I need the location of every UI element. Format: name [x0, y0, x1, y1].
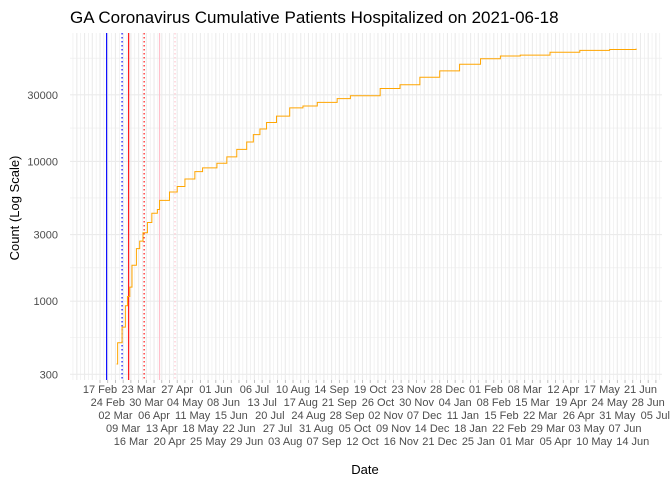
x-tick-label: 04 May	[167, 397, 204, 409]
x-tick-label: 12 Apr	[547, 384, 579, 396]
x-tick-label: 31 Aug	[299, 423, 333, 435]
x-tick-label: 01 Feb	[469, 384, 503, 396]
x-tick-label: 21 Sep	[322, 397, 357, 409]
x-tick-label: 07 Dec	[407, 410, 442, 422]
x-tick-label: 15 Mar	[515, 397, 550, 409]
x-tick-label: 15 Feb	[484, 410, 518, 422]
x-tick-label: 22 Feb	[492, 423, 526, 435]
x-tick-label: 09 Mar	[106, 423, 141, 435]
x-tick-label: 12 Oct	[346, 436, 378, 448]
x-tick-label: 05 Jul	[641, 410, 670, 422]
x-tick-label: 07 Sep	[306, 436, 341, 448]
x-tick-label: 08 Feb	[477, 397, 511, 409]
x-tick-label: 15 Jun	[215, 410, 248, 422]
y-tick-label: 10000	[27, 156, 58, 168]
x-tick-label: 08 Jun	[207, 397, 240, 409]
x-tick-label: 27 Jul	[263, 423, 292, 435]
x-tick-label: 26 Oct	[362, 397, 394, 409]
x-tick-label: 09 Nov	[376, 423, 411, 435]
y-tick-label: 300	[40, 369, 58, 381]
x-tick-label: 29 Jun	[230, 436, 263, 448]
x-tick-label: 13 Jul	[247, 397, 276, 409]
x-tick-label: 20 Jul	[255, 410, 284, 422]
x-tick-label: 08 Mar	[508, 384, 543, 396]
x-tick-label: 17 Feb	[83, 384, 117, 396]
x-tick-label: 31 May	[599, 410, 636, 422]
x-tick-label: 14 Sep	[314, 384, 349, 396]
x-tick-label: 25 May	[190, 436, 227, 448]
x-tick-label: 19 Oct	[354, 384, 386, 396]
y-tick-label: 30000	[27, 90, 58, 102]
x-tick-label: 17 Aug	[284, 397, 318, 409]
x-axis-title: Date	[351, 462, 378, 477]
x-tick-label: 21 Jun	[624, 384, 657, 396]
x-tick-label: 11 May	[175, 410, 211, 422]
x-tick-label: 28 Sep	[330, 410, 365, 422]
x-tick-label: 19 Apr	[555, 397, 587, 409]
x-tick-label: 11 Jan	[447, 410, 479, 422]
x-tick-label: 16 Mar	[114, 436, 149, 448]
x-tick-label: 18 Jan	[454, 423, 487, 435]
x-tick-label: 04 Jan	[439, 397, 472, 409]
x-tick-label: 21 Dec	[422, 436, 457, 448]
x-tick-label: 14 Jun	[616, 436, 649, 448]
x-tick-label: 20 Apr	[154, 436, 186, 448]
x-tick-label: 16 Nov	[384, 436, 419, 448]
x-tick-label: 05 Apr	[540, 436, 572, 448]
x-tick-label: 24 Feb	[91, 397, 125, 409]
x-tick-label: 28 Jun	[632, 397, 665, 409]
chart-title: GA Coronavirus Cumulative Patients Hospi…	[70, 8, 559, 27]
x-tick-label: 30 Nov	[399, 397, 434, 409]
x-tick-label: 29 Mar	[531, 423, 566, 435]
y-axis: 300 1000 3000 10000 30000	[27, 90, 58, 382]
x-tick-label: 02 Mar	[98, 410, 133, 422]
x-tick-label: 24 Aug	[291, 410, 325, 422]
x-tick-label: 22 Jun	[222, 423, 255, 435]
x-tick-label: 10 Aug	[276, 384, 310, 396]
x-tick-label: 28 Dec	[430, 384, 465, 396]
x-tick-label: 23 Nov	[391, 384, 426, 396]
x-tick-label: 02 Nov	[368, 410, 403, 422]
x-tick-label: 13 Apr	[146, 423, 178, 435]
x-tick-label: 03 May	[568, 423, 605, 435]
x-tick-label: 18 May	[182, 423, 219, 435]
y-tick-label: 3000	[34, 230, 58, 242]
reference-lines	[106, 33, 176, 380]
x-tick-label: 26 Apr	[563, 410, 595, 422]
series-line	[116, 48, 637, 365]
y-tick-label: 1000	[34, 296, 58, 308]
y-axis-title: Count (Log Scale)	[7, 156, 22, 261]
x-tick-label: 25 Jan	[462, 436, 495, 448]
x-tick-label: 06 Apr	[138, 410, 170, 422]
x-tick-label: 22 Mar	[523, 410, 558, 422]
x-tick-label: 03 Aug	[268, 436, 302, 448]
x-tick-label: 27 Apr	[161, 384, 193, 396]
x-tick-label: 07 Jun	[609, 423, 642, 435]
x-tick-label: 10 May	[576, 436, 613, 448]
x-tick-label: 01 Mar	[500, 436, 535, 448]
series-layer	[116, 48, 637, 365]
x-tick-label: 06 Jul	[240, 384, 269, 396]
x-tick-label: 23 Mar	[121, 384, 156, 396]
grid	[70, 33, 662, 380]
x-tick-label: 30 Mar	[129, 397, 164, 409]
x-tick-label: 01 Jun	[199, 384, 232, 396]
x-tick-label: 24 May	[592, 397, 629, 409]
x-tick-label: 05 Oct	[339, 423, 371, 435]
x-tick-label: 17 May	[584, 384, 621, 396]
x-tick-label: 14 Dec	[415, 423, 450, 435]
